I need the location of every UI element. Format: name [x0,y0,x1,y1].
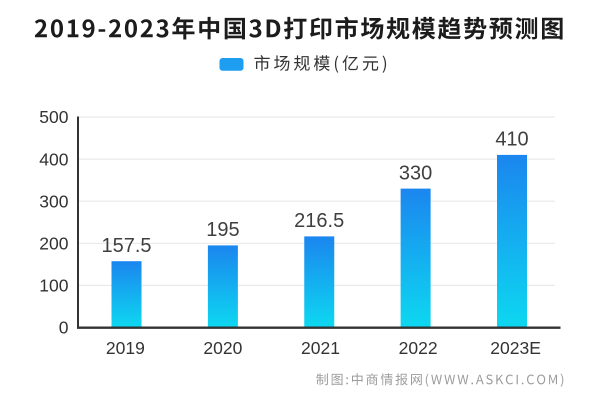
svg-text:195: 195 [206,219,239,241]
svg-text:200: 200 [39,234,68,254]
svg-text:2023E: 2023E [490,338,541,358]
svg-text:2021: 2021 [301,338,340,358]
svg-text:410: 410 [495,129,528,151]
svg-text:100: 100 [39,276,68,296]
svg-text:500: 500 [39,107,68,127]
svg-text:2020: 2020 [203,338,242,358]
svg-text:2022: 2022 [399,338,438,358]
svg-text:2019: 2019 [106,338,145,358]
svg-text:157.5: 157.5 [101,235,151,257]
svg-text:300: 300 [39,191,68,211]
svg-text:400: 400 [39,149,68,169]
svg-text:0: 0 [59,318,69,338]
svg-text:330: 330 [399,162,432,184]
svg-text:216.5: 216.5 [294,210,344,232]
